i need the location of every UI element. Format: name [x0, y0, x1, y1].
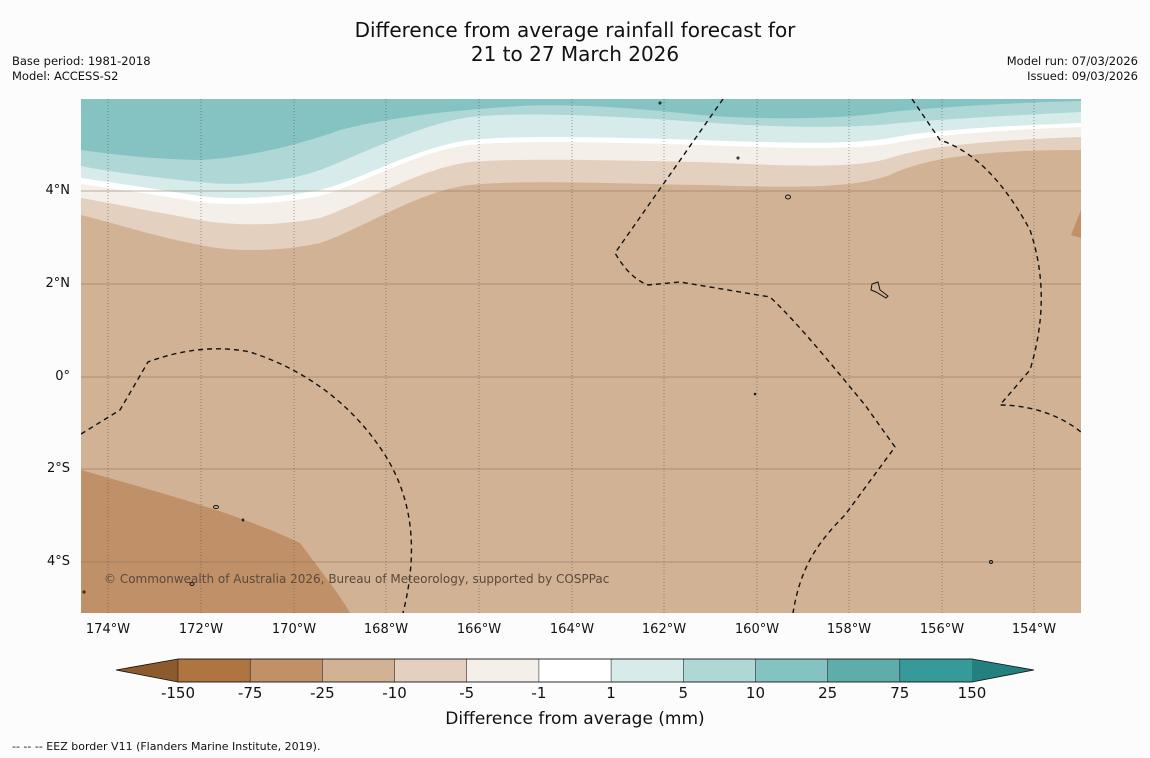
- colorbar-bin: [683, 658, 757, 683]
- colorbar-min-extension: [116, 659, 178, 682]
- eez-footnote: -- -- -- EEZ border V11 (Flanders Marine…: [12, 740, 321, 753]
- lat-label-2s: 2°S: [46, 461, 70, 476]
- map-title-line1: Difference from average rainfall forecas…: [354, 18, 796, 42]
- lon-label-154w: 154°W: [1011, 622, 1057, 637]
- colorbar-bin: [610, 658, 685, 683]
- latitude-gridlines: [81, 190, 1081, 563]
- lon-label-168w: 168°W: [363, 622, 409, 637]
- colorbar-bin: [827, 658, 901, 683]
- lon-label-156w: 156°W: [919, 622, 965, 637]
- band-pos10: [81, 99, 1081, 160]
- islands: [82, 101, 993, 594]
- band-neg25-southwest: [81, 470, 350, 613]
- colorbar-title: Difference from average (mm): [445, 709, 705, 729]
- colorbar: [115, 658, 1035, 683]
- colorbar-bin: [899, 658, 973, 683]
- copyright-text: © Commonwealth of Australia 2026, Bureau…: [104, 572, 610, 586]
- eez-borders: [81, 99, 1081, 613]
- model-run-text: Model run: 07/03/2026: [1006, 54, 1138, 68]
- model-text: Model: ACCESS-S2: [12, 69, 119, 83]
- colorbar-bin: [466, 658, 540, 683]
- colorbar-tick-label: -10: [382, 684, 407, 702]
- colorbar-tick-label: -1: [531, 684, 547, 702]
- band-neg25-east: [1071, 210, 1081, 238]
- lon-label-174w: 174°W: [85, 622, 131, 637]
- map-title: Difference from average rainfall forecas…: [0, 18, 1150, 66]
- lon-label-160w: 160°W: [734, 622, 780, 637]
- colorbar-max-extension: [972, 659, 1034, 682]
- lon-label-172w: 172°W: [178, 622, 224, 637]
- colorbar-tick-label: 25: [818, 684, 838, 702]
- colorbar-bin: [322, 658, 396, 683]
- colorbar-tick-label: 75: [890, 684, 910, 702]
- lon-label-170w: 170°W: [271, 622, 317, 637]
- colorbar-tick-label: -75: [237, 684, 263, 702]
- map-area: [81, 99, 1081, 613]
- colorbar-tick-label: 10: [745, 684, 765, 702]
- base-period-text: Base period: 1981-2018: [12, 54, 151, 68]
- colorbar-tick-label: -25: [310, 684, 335, 702]
- lat-label-0: 0°: [55, 369, 70, 384]
- lon-label-166w: 166°W: [456, 622, 502, 637]
- meta-right: Model run: 07/03/2026 Issued: 09/03/2026: [1007, 54, 1138, 84]
- colorbar-bin: [538, 658, 612, 683]
- issued-text: Issued: 09/03/2026: [1027, 69, 1138, 83]
- map-title-line2: 21 to 27 March 2026: [470, 42, 680, 66]
- colorbar-tick-label: 150: [957, 684, 987, 702]
- colorbar-tick-label: 5: [678, 684, 689, 702]
- colorbar-bin: [394, 658, 468, 683]
- meta-left: Base period: 1981-2018 Model: ACCESS-S2: [12, 54, 151, 84]
- colorbar-bin: [249, 658, 324, 683]
- colorbar-tick-label: -5: [459, 684, 475, 702]
- lat-label-4n: 4°N: [45, 183, 71, 198]
- lon-label-158w: 158°W: [826, 622, 872, 637]
- lat-label-4s: 4°S: [46, 554, 70, 569]
- colorbar-bin: [177, 658, 251, 683]
- colorbar-bin: [755, 658, 829, 683]
- colorbar-tick-label: 1: [606, 684, 616, 702]
- lon-label-164w: 164°W: [549, 622, 595, 637]
- colorbar-tick-label: -150: [160, 684, 196, 702]
- lat-label-2n: 2°N: [45, 276, 71, 291]
- lon-label-162w: 162°W: [641, 622, 687, 637]
- colorbar-outline: [115, 658, 1035, 683]
